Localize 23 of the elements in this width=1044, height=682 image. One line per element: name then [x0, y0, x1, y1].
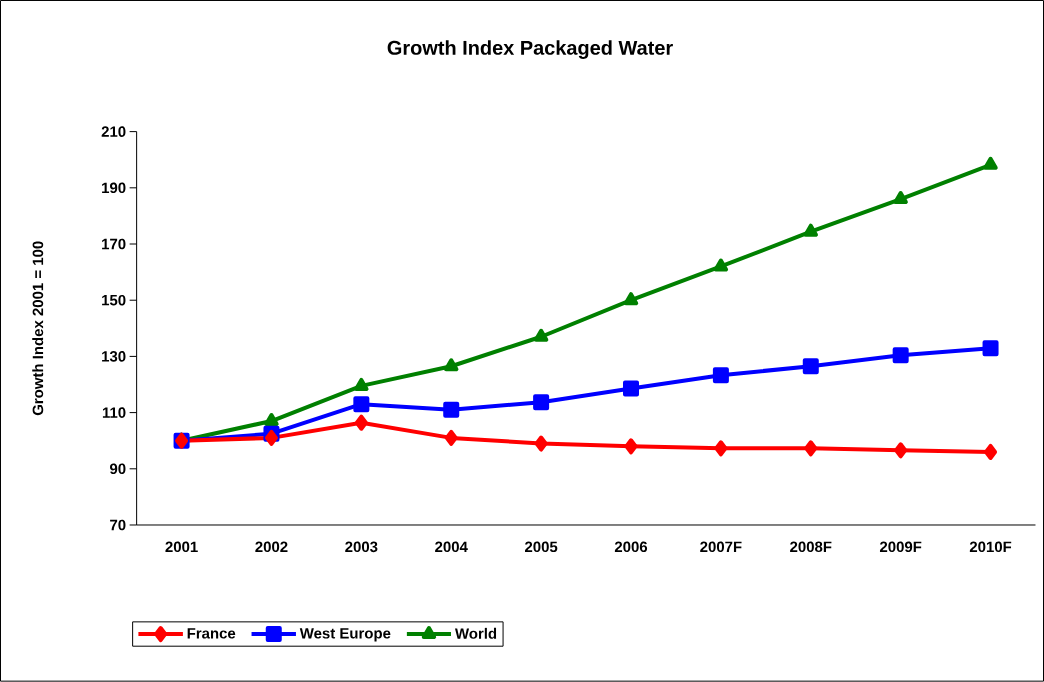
legend-label: West Europe	[299, 628, 391, 642]
chart-title: Growth Index Packaged Water	[387, 40, 673, 60]
legend-label: France	[187, 628, 236, 639]
y-tick-label: 90	[109, 463, 126, 475]
x-tick-label: 2002	[255, 541, 288, 553]
x-tick-label: 2001	[165, 541, 198, 553]
x-tick-label: 2006	[614, 541, 648, 553]
y-tick-label: 130	[102, 351, 126, 362]
legend-label: World	[454, 628, 497, 640]
y-tick-label: 70	[110, 519, 126, 531]
x-tick-label: 2010F	[969, 541, 1012, 553]
y-axis-title: Growth Index 2001 = 100	[32, 241, 44, 416]
x-tick-label: 2007F	[700, 541, 742, 553]
y-tick-label: 150	[102, 295, 126, 306]
x-tick-label: 2003	[345, 541, 378, 553]
y-tick-label: 210	[101, 126, 126, 138]
y-tick-label: 110	[102, 407, 126, 419]
x-tick-label: 2009F	[879, 541, 922, 553]
x-tick-label: 2005	[525, 541, 558, 553]
x-tick-label: 2004	[435, 541, 468, 553]
y-tick-label: 190	[102, 182, 126, 194]
x-tick-label: 2008F	[790, 541, 832, 553]
y-tick-label: 170	[102, 238, 126, 250]
